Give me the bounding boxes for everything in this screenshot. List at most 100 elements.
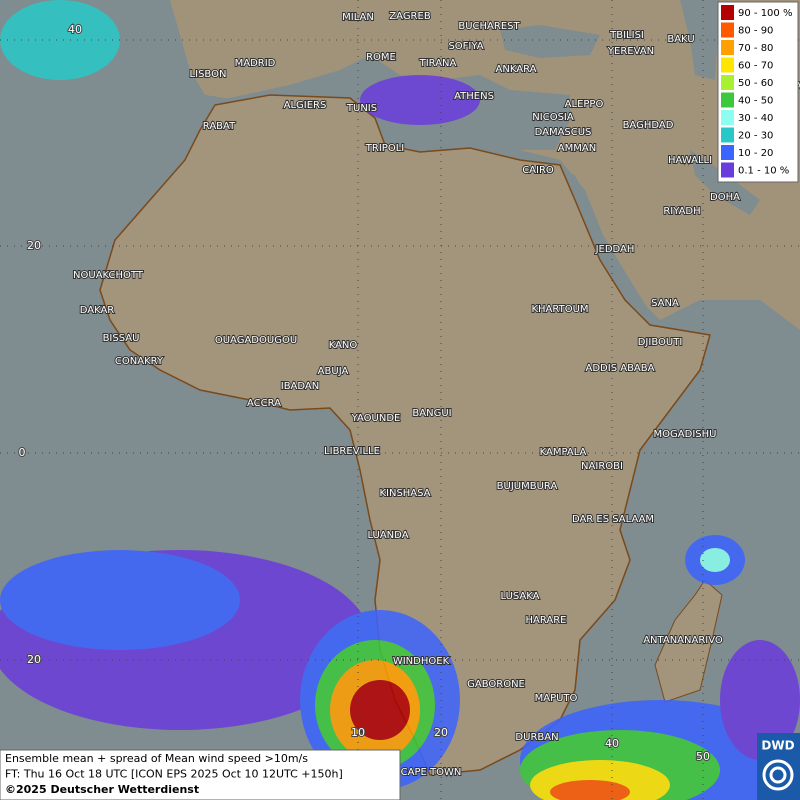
city-label: DOHA [710, 192, 740, 203]
city-label: KHARTOUM [531, 304, 588, 315]
city-label: SANA [651, 298, 679, 309]
grid-label: 0 [19, 446, 26, 459]
city-label: KANO [329, 340, 358, 351]
city-label: LUANDA [367, 530, 408, 541]
city-label: CONAKRY [115, 356, 164, 367]
city-label: ADDIS ABABA [586, 363, 655, 374]
city-label: SOFIYA [448, 41, 483, 52]
legend-swatch [721, 5, 734, 20]
legend-label: 40 - 50 [738, 96, 773, 107]
city-label: ABUJA [318, 366, 349, 377]
city-label: CAPE TOWN [401, 767, 462, 778]
city-label: ALEPPO [565, 99, 604, 110]
city-label: BAGHDAD [623, 120, 674, 131]
city-label: HARARE [525, 615, 566, 626]
grid-label: 40 [605, 737, 619, 750]
footer-line: FT: Thu 16 Oct 18 UTC [ICON EPS 2025 Oct… [5, 768, 343, 781]
city-label: CAIRO [522, 165, 554, 176]
city-label: TRIPOLI [365, 143, 404, 154]
city-label: ANKARA [496, 64, 537, 75]
footer-box [0, 749, 401, 800]
city-label: KINSHASA [379, 488, 430, 499]
city-label: MILAN [342, 12, 374, 23]
legend-swatch [721, 75, 734, 90]
city-label: IBADAN [281, 381, 320, 392]
grid-label: 50 [696, 750, 710, 763]
footer-line: Ensemble mean + spread of Mean wind spee… [5, 752, 308, 765]
legend-label: 90 - 100 % [738, 8, 792, 19]
city-label: NICOSIA [532, 112, 574, 123]
city-label: TIRANA [419, 58, 457, 69]
legend-swatch [721, 145, 734, 160]
city-label: MOGADISHU [654, 429, 717, 440]
legend-swatch [721, 110, 734, 125]
city-label: HAWALLI [668, 155, 712, 166]
footer: Ensemble mean + spread of Mean wind spee… [5, 752, 343, 796]
grid-label: 10 [351, 726, 365, 739]
city-label: LIBREVILLE [324, 446, 380, 457]
logo-text: DWD [761, 739, 794, 753]
city-label: BAKU [667, 34, 694, 45]
grid-label: 20 [434, 726, 448, 739]
city-label: YEREVAN [607, 46, 654, 57]
city-label: LUSAKA [501, 591, 540, 602]
footer-line: ©2025 Deutscher Wetterdienst [5, 783, 199, 796]
city-label: BISSAU [103, 333, 140, 344]
legend-swatch [721, 92, 734, 108]
legend: 90 - 100 % 80 - 90 70 - 80 60 - 70 50 - 60 40… [721, 5, 792, 178]
legend-swatch [721, 57, 734, 73]
city-label: DJIBOUTI [638, 337, 683, 348]
city-label: DAKAR [80, 305, 115, 316]
city-label: JEDDAH [595, 244, 635, 255]
legend-swatch [721, 127, 734, 143]
legend-label: 80 - 90 [738, 26, 773, 37]
city-label: DAR ES SALAAM [572, 514, 654, 525]
red-sea [560, 170, 655, 325]
city-label: ANTANANARIVO [643, 635, 723, 646]
legend-label: 20 - 30 [738, 131, 773, 142]
grid-label: 20 [27, 653, 41, 666]
city-label: MADRID [235, 58, 276, 69]
city-label: ALGIERS [284, 100, 327, 111]
logo-swirl [769, 766, 787, 784]
black-sea [500, 25, 600, 58]
grid-label: 20 [27, 239, 41, 252]
city-label: YAOUNDE [351, 413, 401, 424]
city-label: DURBAN [515, 732, 558, 743]
city-label: KAMPALA [540, 447, 587, 458]
legend-label: 60 - 70 [738, 61, 773, 72]
city-label: AMMAN [558, 143, 596, 154]
legend-label: 70 - 80 [738, 43, 773, 54]
city-label: ACCRA [247, 398, 281, 409]
grid-labels: 40 20 0 20 10 20 40 50 [18, 22, 712, 764]
city-label: LISBON [190, 69, 227, 80]
city-label: ZAGREB [389, 11, 431, 22]
city-label: NOUAKCHOTT [73, 270, 144, 281]
city-label: ATHENS [454, 91, 494, 102]
legend-swatch [721, 162, 734, 178]
legend-swatch [721, 40, 734, 55]
legend-label: 10 - 20 [738, 148, 773, 159]
city-label: TUNIS [346, 103, 377, 114]
city-label: RIYADH [663, 206, 700, 217]
city-label: BUCHAREST [458, 21, 520, 32]
city-label: MAPUTO [535, 693, 578, 704]
city-label: GABORONE [467, 679, 525, 690]
city-label: RABAT [203, 121, 236, 132]
logo-swirl [762, 759, 794, 791]
city-label: DAMASCUS [535, 127, 592, 138]
city-label: ROME [366, 52, 396, 63]
city-label: NAIROBI [581, 461, 623, 472]
city-label: TBILISI [609, 30, 644, 41]
legend-label: 0.1 - 10 % [738, 166, 789, 177]
legend-swatch [721, 22, 734, 38]
city-label: WINDHOEK [393, 656, 450, 667]
grid-label: 40 [68, 23, 82, 36]
city-label: OUAGADOUGOU [215, 335, 297, 346]
city-label: BUJUMBURA [497, 481, 558, 492]
city-label: BANGUI [412, 408, 451, 419]
